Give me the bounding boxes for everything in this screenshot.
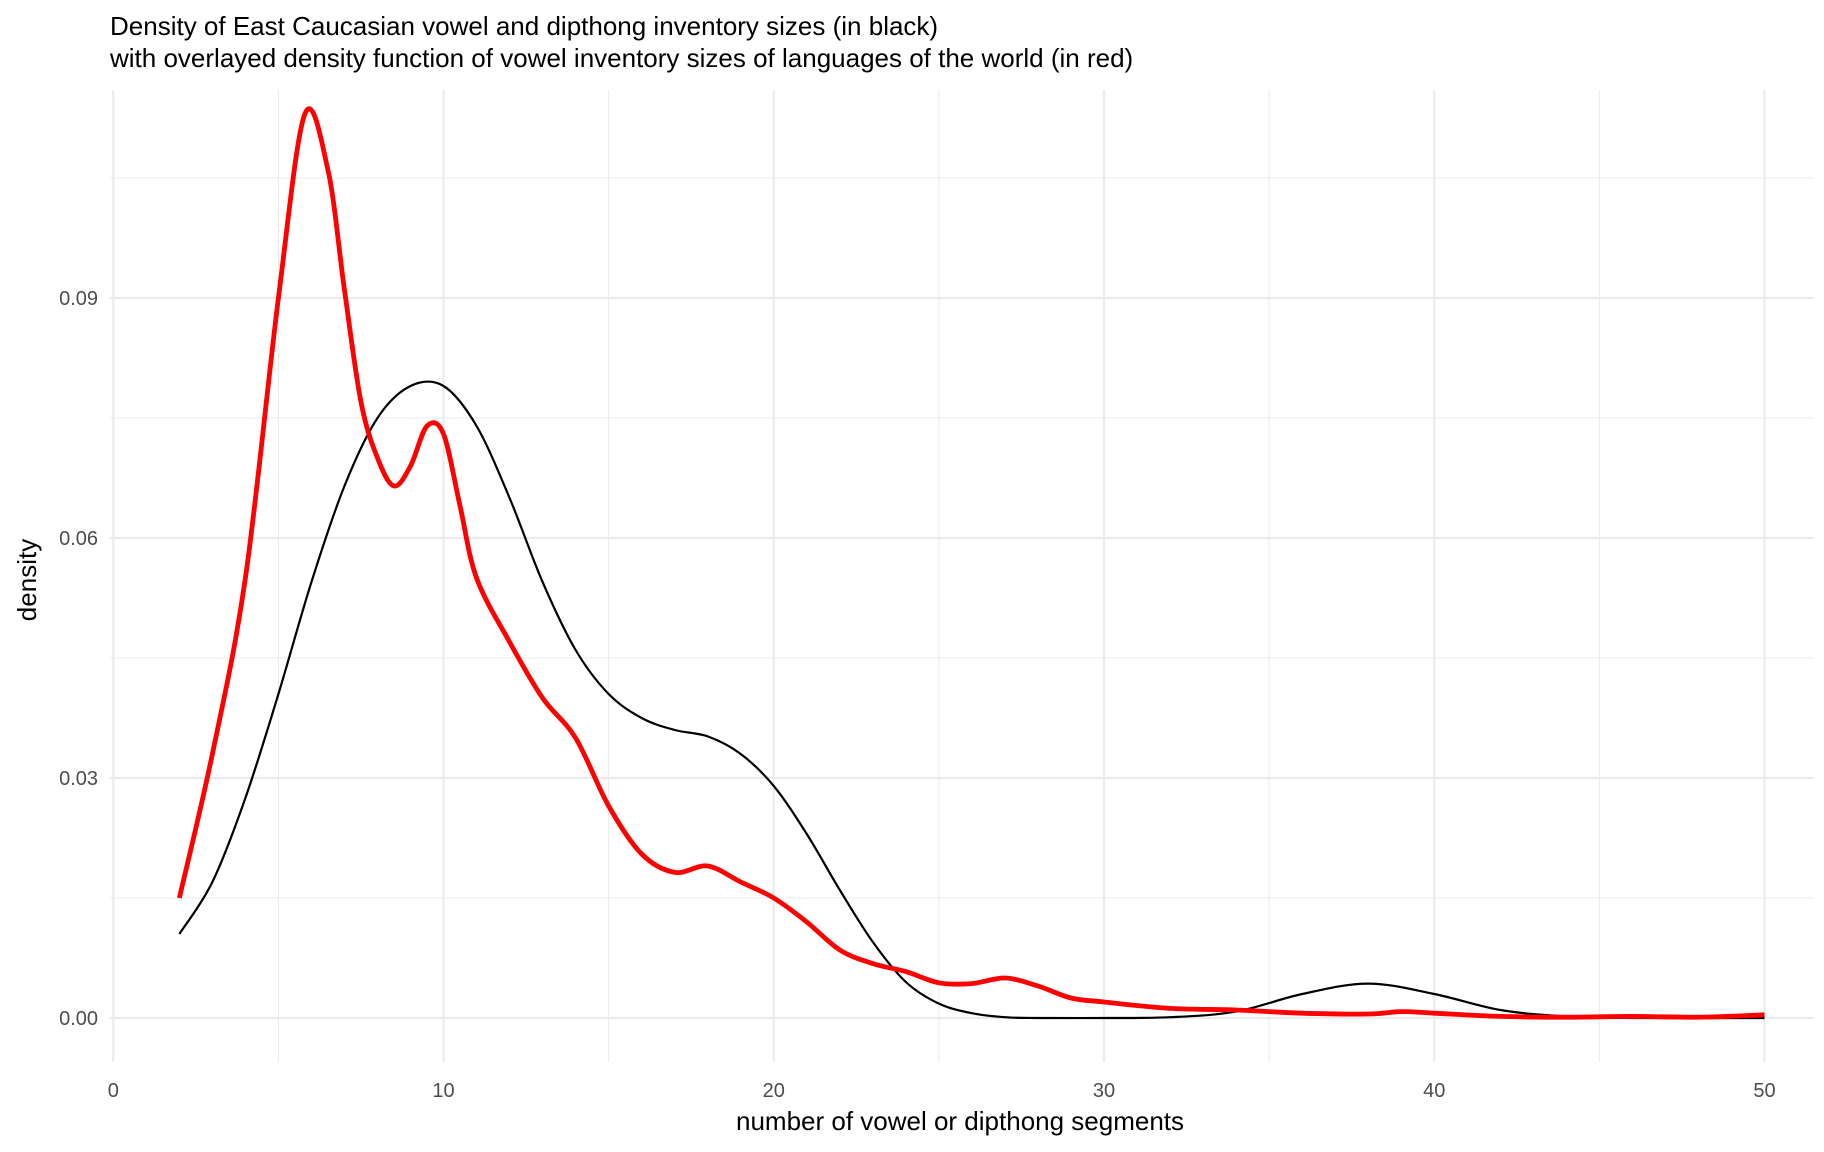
x-tick-label: 30 bbox=[1093, 1080, 1115, 1102]
y-axis-title: density bbox=[12, 539, 42, 621]
y-tick-label: 0.06 bbox=[59, 528, 98, 550]
y-tick-label: 0.00 bbox=[59, 1008, 98, 1030]
world-density-line bbox=[177, 106, 1765, 1020]
east-caucasian-density-line bbox=[178, 380, 1765, 1020]
series-lines bbox=[177, 106, 1765, 1020]
y-tick-label: 0.09 bbox=[59, 288, 98, 310]
chart-title: Density of East Caucasian vowel and dipt… bbox=[110, 11, 938, 41]
x-axis-title: number of vowel or dipthong segments bbox=[736, 1106, 1184, 1136]
y-tick-label: 0.03 bbox=[59, 768, 98, 790]
x-tick-label: 50 bbox=[1753, 1080, 1775, 1102]
y-axis-tick-labels: 0.00 0.03 0.06 0.09 bbox=[59, 288, 98, 1030]
x-tick-label: 40 bbox=[1423, 1080, 1445, 1102]
minor-grid bbox=[110, 90, 1814, 1062]
x-axis-tick-labels: 0 10 20 30 40 50 bbox=[108, 1080, 1776, 1102]
chart-subtitle: with overlayed density function of vowel… bbox=[109, 43, 1133, 73]
major-grid bbox=[110, 90, 1814, 1062]
x-tick-label: 0 bbox=[108, 1080, 119, 1102]
x-tick-label: 10 bbox=[432, 1080, 454, 1102]
x-tick-label: 20 bbox=[763, 1080, 785, 1102]
